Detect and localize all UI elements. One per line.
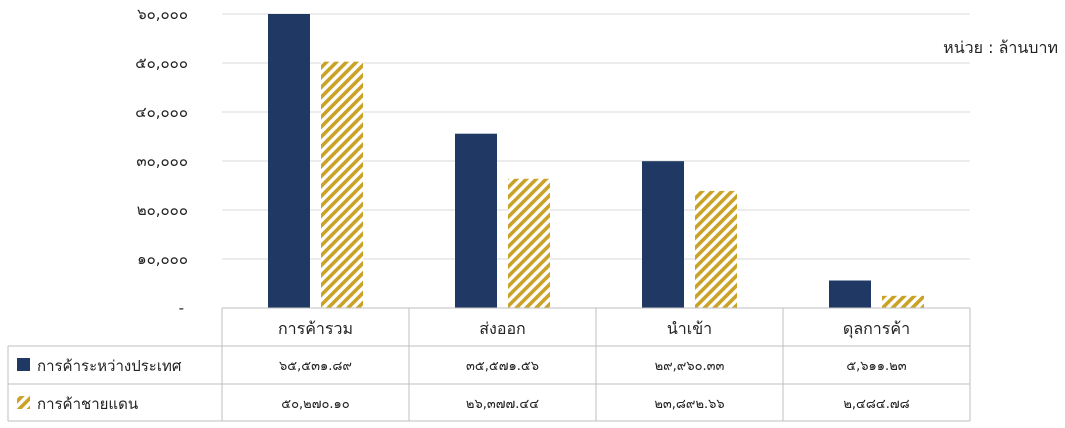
bars — [268, 14, 924, 308]
data-label: ๓๕,๕๗๑.๕๖ — [466, 359, 539, 374]
y-tick-label: ๕๐,๐๐๐ — [135, 54, 188, 72]
data-label: ๕๐,๒๗๐.๑๐ — [281, 397, 350, 412]
bar-international — [455, 133, 497, 308]
bar-international — [829, 280, 871, 308]
bar-international — [642, 161, 684, 308]
y-tick-label: ๓๐,๐๐๐ — [136, 152, 188, 170]
data-label: ๒๖,๓๗๗.๔๔ — [466, 397, 539, 412]
y-tick-label: ๒๐,๐๐๐ — [137, 201, 188, 219]
bar-border — [695, 190, 737, 308]
y-tick-label: ๑๐,๐๐๐ — [137, 250, 188, 268]
category-label: นำเข้า — [667, 319, 712, 338]
bar-border — [321, 61, 363, 308]
y-tick-label: - — [179, 299, 184, 317]
data-label: ๒๙,๙๖๐.๓๓ — [655, 359, 725, 374]
bar-international — [268, 14, 310, 308]
legend-label: การค้าชายแดน — [37, 395, 138, 413]
data-table: การค้ารวม ส่งออก นำเข้า ดุลการค้าการค้าระหว… — [7, 307, 971, 422]
category-label: ส่งออก — [479, 319, 525, 338]
data-label: ๕,๖๑๑.๒๓ — [846, 359, 906, 374]
bar-border — [882, 295, 924, 308]
unit-label: หน่วย : ล้านบาท — [943, 38, 1058, 57]
category-label: ดุลการค้า — [843, 319, 910, 339]
data-label: ๖๕,๕๓๑.๘๙ — [279, 359, 352, 374]
data-label: ๒,๔๘๔.๗๘ — [843, 397, 909, 412]
y-axis-ticks: - ๑๐,๐๐๐ ๒๐,๐๐๐ ๓๐,๐๐๐ ๔๐,๐๐๐ ๕๐,๐๐๐ ๖๐,๐๐๐ — [135, 5, 188, 317]
category-label: การค้ารวม — [278, 319, 353, 338]
data-label: ๒๓,๘๙๒.๖๖ — [654, 397, 724, 412]
y-tick-label: ๖๐,๐๐๐ — [137, 5, 188, 23]
y-tick-label: ๔๐,๐๐๐ — [135, 103, 188, 121]
legend-swatch — [17, 358, 30, 371]
bar-border — [508, 178, 550, 308]
legend-swatch — [17, 396, 30, 409]
legend-label: การค้าระหว่างประเทศ — [37, 357, 182, 375]
